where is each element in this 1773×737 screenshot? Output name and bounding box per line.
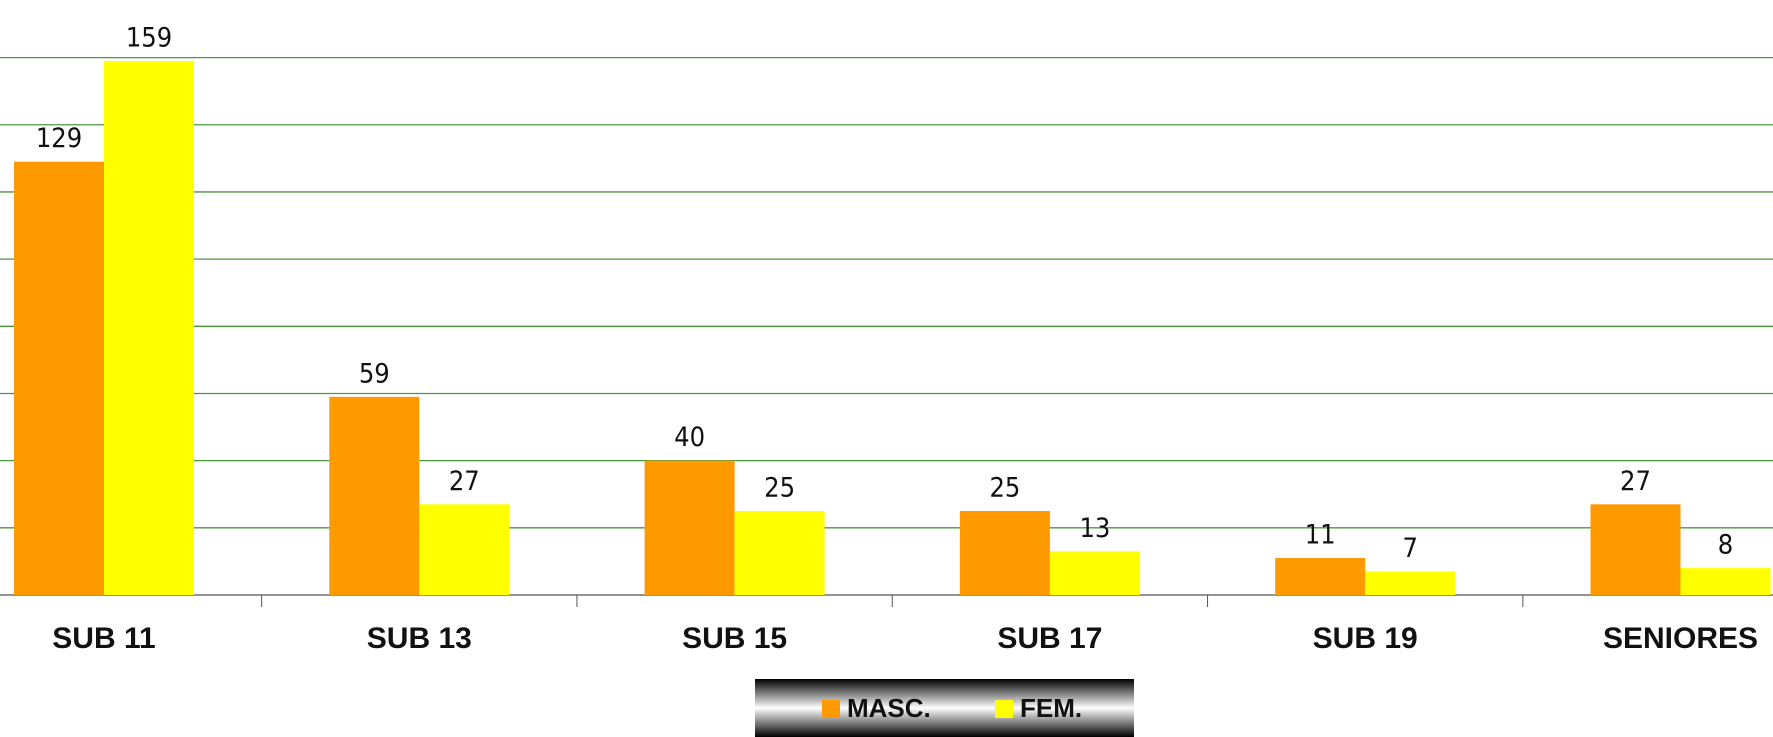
value-label: 8: [1718, 530, 1733, 561]
x-tick-label: SUB 17: [997, 622, 1102, 655]
bar: [1590, 504, 1681, 595]
x-tick-label: SUB 19: [1313, 622, 1418, 655]
value-label: 40: [674, 422, 705, 453]
value-label: 59: [359, 358, 390, 389]
bar: [14, 161, 104, 595]
value-label: 11: [1305, 520, 1336, 551]
legend-swatch: [822, 700, 840, 718]
bar: [1365, 571, 1456, 595]
legend-label: MASC.: [847, 693, 931, 723]
bar: [1049, 551, 1140, 595]
bar: [644, 460, 735, 595]
x-tick-label: SUB 11: [52, 622, 155, 655]
legend-box: [755, 679, 1134, 737]
value-label: 129: [36, 123, 82, 154]
legend-label: FEM.: [1020, 693, 1082, 723]
legend-swatch: [995, 700, 1013, 718]
bar: [1275, 558, 1366, 595]
bar: [959, 511, 1050, 595]
bar: [734, 511, 825, 595]
bar: [329, 396, 420, 595]
bar: [104, 60, 194, 596]
x-tick-label: SUB 15: [682, 622, 787, 655]
bar: [419, 504, 510, 595]
bar: [1680, 568, 1771, 595]
value-label: 7: [1402, 533, 1417, 564]
x-tick-label: SUB 13: [367, 622, 472, 655]
value-label: 27: [1620, 466, 1651, 497]
x-tick-label: SENIORES: [1603, 622, 1758, 655]
value-label: 25: [989, 473, 1020, 504]
value-label: 25: [764, 473, 795, 504]
value-label: 159: [126, 22, 172, 53]
value-label: 13: [1079, 513, 1110, 544]
value-label: 27: [449, 466, 480, 497]
